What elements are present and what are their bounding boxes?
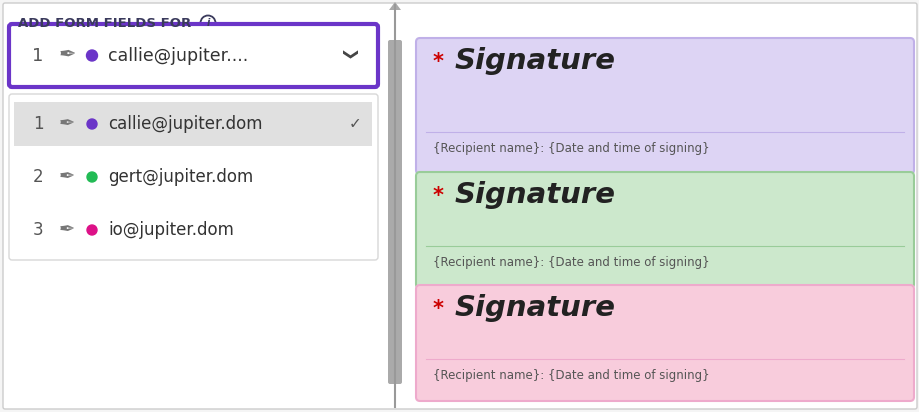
Text: {Recipient name}: {Date and time of signing}: {Recipient name}: {Date and time of sign… xyxy=(433,142,709,155)
FancyBboxPatch shape xyxy=(9,94,378,260)
Text: ✒: ✒ xyxy=(59,166,75,185)
Text: gert@jupiter.dom: gert@jupiter.dom xyxy=(108,168,253,186)
FancyBboxPatch shape xyxy=(14,102,371,146)
Text: Signature: Signature xyxy=(455,47,616,75)
Text: callie@jupiter....: callie@jupiter.... xyxy=(108,47,248,65)
Text: ✒: ✒ xyxy=(58,44,75,65)
Text: *: * xyxy=(433,299,444,319)
Text: ✓: ✓ xyxy=(348,117,361,131)
Text: callie@jupiter.dom: callie@jupiter.dom xyxy=(108,115,262,133)
Text: io@jupiter.dom: io@jupiter.dom xyxy=(108,221,233,239)
Text: Signature: Signature xyxy=(455,294,616,322)
Polygon shape xyxy=(389,2,401,10)
Text: *: * xyxy=(433,52,444,72)
Circle shape xyxy=(87,119,96,129)
FancyBboxPatch shape xyxy=(415,285,913,401)
Text: i: i xyxy=(206,18,210,28)
Text: 1: 1 xyxy=(33,115,43,133)
Circle shape xyxy=(87,172,96,182)
Text: Signature: Signature xyxy=(455,181,616,209)
Text: ❯: ❯ xyxy=(339,49,354,62)
Text: {Recipient name}: {Date and time of signing}: {Recipient name}: {Date and time of sign… xyxy=(433,369,709,382)
FancyBboxPatch shape xyxy=(388,40,402,384)
Text: ✒: ✒ xyxy=(59,113,75,133)
FancyBboxPatch shape xyxy=(415,38,913,174)
FancyBboxPatch shape xyxy=(3,3,916,409)
Text: 2: 2 xyxy=(33,168,43,186)
Text: *: * xyxy=(433,186,444,206)
Text: 3: 3 xyxy=(33,221,43,239)
FancyBboxPatch shape xyxy=(415,172,913,288)
Circle shape xyxy=(87,225,96,235)
Text: ✒: ✒ xyxy=(59,220,75,239)
Text: ADD FORM FIELDS FOR: ADD FORM FIELDS FOR xyxy=(18,17,191,30)
Text: {Recipient name}: {Date and time of signing}: {Recipient name}: {Date and time of sign… xyxy=(433,256,709,269)
FancyBboxPatch shape xyxy=(9,24,378,87)
Circle shape xyxy=(86,50,97,61)
Text: 1: 1 xyxy=(32,47,43,65)
